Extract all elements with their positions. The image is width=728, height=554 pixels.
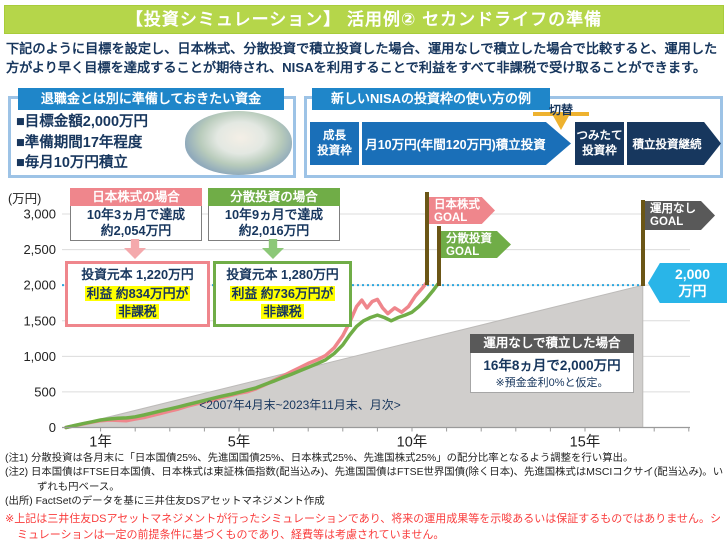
y-tick-label: 2,500: [23, 242, 56, 257]
monthly-invest-arrow: 月10万円(年間120万円)積立投資: [362, 122, 571, 165]
goal-amount-line2: 万円: [678, 283, 707, 299]
growth-frame-label-line2: 投資枠: [317, 144, 352, 157]
y-tick-label: 1,000: [23, 349, 56, 364]
growth-frame-label-line1: 成長: [323, 130, 346, 143]
japan-equity-taxfree: 非課税: [116, 304, 159, 320]
elderly-couple-photo: [185, 111, 292, 175]
japan-equity-goal-flag-line1: 日本株式: [434, 199, 480, 211]
japan-equity-detail-box: 投資元本 1,220万円 利益 約834万円が 非課税: [65, 261, 210, 327]
y-tick-label: 500: [34, 384, 56, 399]
x-tick-label: 15年: [570, 434, 601, 451]
diversified-goal-flag: 分散投資 GOAL: [441, 231, 511, 258]
diversified-detail-box: 投資元本 1,280万円 利益 約736万円が 非課税: [213, 261, 352, 327]
diversified-amount-text: 約2,016万円: [238, 222, 310, 238]
diversified-taxfree: 非課税: [261, 304, 304, 320]
page-title: 【投資シミュレーション】 活用例② セカンドライフの準備: [4, 5, 724, 34]
goal-bullet-period: ■準備期間17年程度: [16, 134, 143, 151]
tsumitate-frame-box: つみたて 投資枠: [575, 122, 624, 165]
japan-equity-goal-flag: 日本株式 GOAL: [429, 197, 495, 224]
y-tick-label: 0: [49, 420, 56, 435]
diversified-profit: 利益 約736万円が: [229, 285, 336, 301]
diversified-case-body: 10年9ヵ月で達成 約2,016万円: [208, 206, 340, 242]
no-invest-goal-flag-line1: 運用なし: [650, 203, 696, 215]
x-tick-label: 1年: [89, 434, 112, 451]
goal-bullet-list: ■目標金額2,000万円 ■準備期間17年程度 ■毎月10万円積立: [16, 112, 196, 174]
switch-label: 切替: [548, 103, 573, 117]
diversified-goal-pole: [437, 226, 441, 286]
nisa-usage-panel-header: 新しいNISAの投資枠の使い方の例: [312, 88, 550, 110]
tsumitate-frame-label-line1: つみたて: [576, 130, 623, 143]
no-invest-goal-flag-line2: GOAL: [650, 215, 684, 228]
y-tick-label: 2,000: [23, 278, 56, 293]
no-invest-duration: 16年8ヵ月で2,000万円: [483, 358, 621, 373]
continue-invest-arrow: 積立投資継続: [627, 122, 721, 165]
growth-frame-box: 成長 投資枠: [310, 122, 359, 165]
diversified-principal: 投資元本 1,280万円: [226, 267, 339, 282]
x-tick-label: 10年: [397, 434, 428, 451]
no-invest-assumption: ※預金金利0%と仮定。: [495, 377, 609, 389]
japan-equity-principal: 投資元本 1,220万円: [81, 267, 194, 282]
disclaimer-text: ※上記は三井住友DSアセットマネジメントが行ったシミュレーションであり、将来の運…: [5, 513, 721, 541]
diversified-goal-flag-line1: 分散投資: [446, 233, 492, 245]
japan-equity-goal-pole: [425, 192, 429, 285]
japan-equity-case-header: 日本株式の場合: [70, 188, 202, 206]
retirement-fund-panel-header: 退職金とは別に準備しておきたい資金: [18, 88, 284, 110]
tsumitate-frame-label-line2: 投資枠: [582, 144, 617, 157]
y-tick-label: 3,000: [23, 207, 56, 222]
japan-equity-amount-text: 約2,054万円: [100, 222, 172, 238]
no-invest-case-header: 運用なしで積立した場合: [470, 334, 634, 353]
series-line-diversified: [64, 282, 440, 430]
diversified-case-header: 分散投資の場合: [208, 188, 340, 206]
japan-equity-case-box: 日本株式の場合 10年3ヵ月で達成 約2,054万円: [70, 188, 202, 242]
japan-equity-profit: 利益 約834万円が: [84, 285, 191, 301]
goal-bullet-monthly: ■毎月10万円積立: [16, 155, 128, 172]
goal-bullet-target-amount: ■目標金額2,000万円: [16, 114, 149, 130]
footnotes: (注1) 分散投資は各月末に「日本国債25%、先進国国債25%、日本株式25%、…: [5, 452, 725, 509]
y-axis-unit-label: (万円): [8, 192, 42, 206]
japan-equity-goal-flag-line2: GOAL: [434, 211, 468, 224]
japan-equity-case-body: 10年3ヵ月で達成 約2,054万円: [70, 206, 202, 242]
y-tick-label: 1,500: [23, 313, 56, 328]
footnote-2: (注2) 日本国債はFTSE日本国債、日本株式は東証株価指数(配当込み)、先進国…: [5, 467, 724, 493]
no-invest-case-box: 運用なしで積立した場合 16年8ヵ月で2,000万円 ※預金金利0%と仮定。: [470, 334, 634, 393]
footnote-source: (出所) FactSetのデータを基に三井住友DSアセットマネジメント作成: [5, 496, 325, 508]
no-invest-case-body: 16年8ヵ月で2,000万円 ※預金金利0%と仮定。: [470, 353, 634, 393]
goal-amount-label: 2,000 万円: [648, 263, 727, 303]
no-invest-goal-pole: [641, 200, 645, 286]
diversified-case-box: 分散投資の場合 10年9ヵ月で達成 約2,016万円: [208, 188, 340, 242]
x-tick-label: 5年: [228, 434, 251, 451]
diversified-achieved-text: 10年9ヵ月で達成: [224, 207, 324, 222]
intro-text: 下記のように目標を設定し、日本株式、分散投資で積立投資した場合、運用なしで積立し…: [6, 41, 718, 76]
goal-amount-line1: 2,000: [674, 265, 711, 282]
no-invest-goal-flag: 運用なし GOAL: [645, 201, 715, 230]
diversified-goal-flag-line2: GOAL: [446, 245, 480, 258]
japan-equity-achieved-text: 10年3ヵ月で達成: [86, 207, 186, 222]
chart-period-note: <2007年4月末~2023年11月末、月次>: [199, 398, 401, 412]
footnote-1: (注1) 分散投資は各月末に「日本国債25%、先進国国債25%、日本株式25%、…: [5, 453, 634, 464]
